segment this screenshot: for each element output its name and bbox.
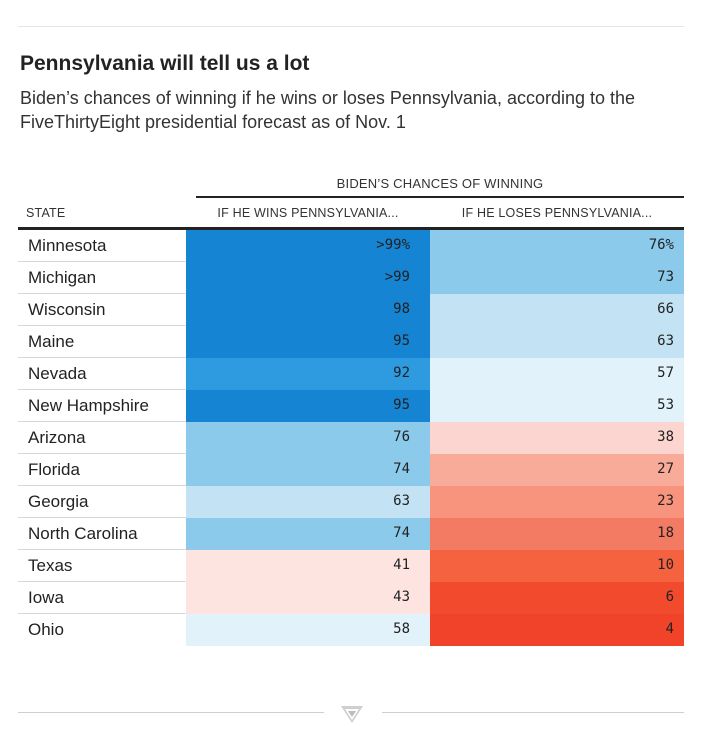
fivethirtyeight-logo-icon <box>341 706 363 723</box>
wins-pa-cell: 63 <box>186 486 430 518</box>
loses-pa-cell: 76% <box>430 230 684 262</box>
header-rule <box>18 227 684 230</box>
chart-subtitle: Biden’s chances of winning if he wins or… <box>20 88 636 132</box>
state-label: Minnesota <box>28 236 107 255</box>
loses-pa-cell: 4 <box>430 614 684 646</box>
table-row: Florida 74 27 <box>18 454 684 486</box>
wins-pa-cell: >99% <box>186 230 430 262</box>
state-label: Iowa <box>28 588 64 607</box>
loses-pa-cell: 27 <box>430 454 684 486</box>
loses-pa-cell: 53 <box>430 390 684 422</box>
column-header-state: STATE <box>26 206 66 220</box>
loses-pa-cell: 63 <box>430 326 684 358</box>
state-label: Georgia <box>28 492 89 511</box>
state-label: Texas <box>28 556 73 575</box>
wins-pa-cell: 41 <box>186 550 430 582</box>
state-label: North Carolina <box>28 524 138 543</box>
state-label: Arizona <box>28 428 86 447</box>
group-header-rule <box>196 196 684 198</box>
table-row: Iowa 43 6 <box>18 582 684 614</box>
table-row: Maine 95 63 <box>18 326 684 358</box>
top-divider <box>18 26 684 27</box>
table-row: Wisconsin 98 66 <box>18 294 684 326</box>
state-label: Ohio <box>28 620 64 639</box>
loses-pa-cell: 10 <box>430 550 684 582</box>
wins-pa-cell: 43 <box>186 582 430 614</box>
table-row: Nevada 92 57 <box>18 358 684 390</box>
loses-pa-cell: 18 <box>430 518 684 550</box>
loses-pa-cell: 73 <box>430 262 684 294</box>
state-label: Nevada <box>28 364 87 383</box>
chart-title: Pennsylvania will tell us a lot <box>20 52 310 75</box>
wins-pa-cell: 95 <box>186 326 430 358</box>
table-row: Michigan >99 73 <box>18 262 684 294</box>
table-row: Ohio 58 4 <box>18 614 684 646</box>
column-header-wins-pa: IF HE WINS PENNSYLVANIA... <box>217 206 399 220</box>
wins-pa-cell: 58 <box>186 614 430 646</box>
loses-pa-cell: 23 <box>430 486 684 518</box>
loses-pa-cell: 57 <box>430 358 684 390</box>
table-row: Minnesota >99% 76% <box>18 230 684 262</box>
table-body: Minnesota >99% 76% Michigan >99 73 Wisconsin 98… <box>18 230 684 646</box>
footer-rule-left <box>18 712 324 713</box>
state-label: Michigan <box>28 268 97 287</box>
table-row: New Hampshire 95 53 <box>18 390 684 422</box>
loses-pa-cell: 38 <box>430 422 684 454</box>
state-label: Maine <box>28 332 75 351</box>
wins-pa-cell: 76 <box>186 422 430 454</box>
wins-pa-cell: 92 <box>186 358 430 390</box>
table-row: Georgia 63 23 <box>18 486 684 518</box>
loses-pa-cell: 6 <box>430 582 684 614</box>
wins-pa-cell: 74 <box>186 454 430 486</box>
state-label: Florida <box>28 460 80 479</box>
column-header-loses-pa: IF HE LOSES PENNSYLVANIA... <box>461 206 653 220</box>
state-label: New Hampshire <box>28 396 149 415</box>
wins-pa-cell: >99 <box>186 262 430 294</box>
loses-pa-cell: 66 <box>430 294 684 326</box>
footer-rule-right <box>382 712 684 713</box>
group-header: BIDEN’S CHANCES OF WINNING <box>336 176 544 191</box>
state-label: Wisconsin <box>28 300 106 319</box>
table-row: Arizona 76 38 <box>18 422 684 454</box>
table-row: North Carolina 74 18 <box>18 518 684 550</box>
table-row: Texas 41 10 <box>18 550 684 582</box>
wins-pa-cell: 74 <box>186 518 430 550</box>
wins-pa-cell: 98 <box>186 294 430 326</box>
wins-pa-cell: 95 <box>186 390 430 422</box>
